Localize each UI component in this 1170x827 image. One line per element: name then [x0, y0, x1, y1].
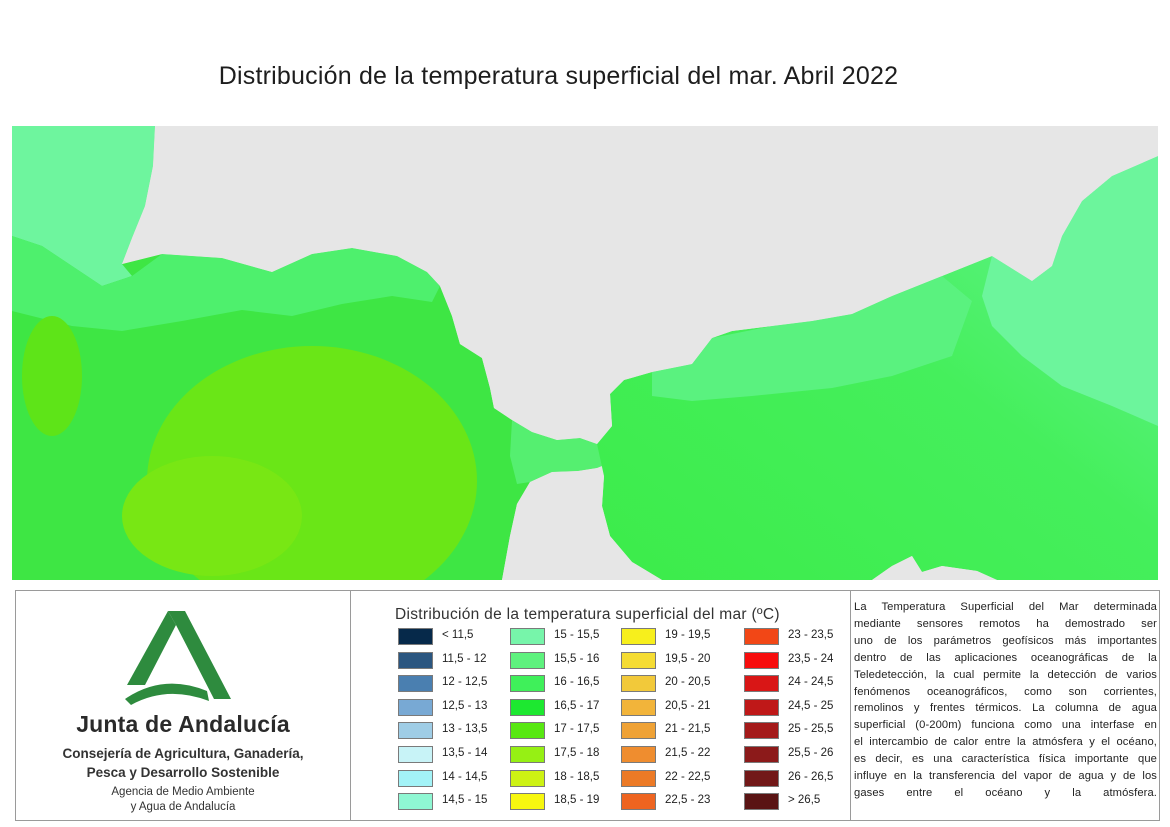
legend-label: 16 - 16,5	[554, 676, 600, 689]
legend-label: 15 - 15,5	[554, 629, 600, 641]
department-line-2: Pesca y Desarrollo Sostenible	[86, 765, 280, 780]
legend-swatch	[621, 793, 656, 811]
legend-swatch	[510, 793, 545, 811]
legend-swatch	[510, 746, 545, 763]
atlantic-cool-band	[12, 236, 440, 331]
description-line: gases entre el océano y la atmósfera.	[854, 786, 1157, 799]
legend-label: 16,5 - 17	[554, 699, 600, 712]
legend-swatch	[621, 698, 656, 716]
legend-swatch	[398, 698, 433, 716]
legend-label: 20,5 - 21	[665, 699, 711, 712]
atlantic-warm-patch	[122, 456, 302, 576]
alboran-cool-patch	[652, 276, 972, 401]
legend-swatch	[621, 628, 656, 645]
legend-swatch	[398, 769, 433, 787]
description-line: mediante sensores remotos ha demostrado …	[854, 617, 1157, 630]
description-line: uno de los parámetros geofísicos más imp…	[854, 634, 1157, 647]
description-line: Teledetección, la cual permite la detecc…	[854, 668, 1157, 681]
legend-swatch	[398, 746, 433, 763]
description-line: superficial (0-200m) funciona como una i…	[854, 719, 1157, 732]
legend-label: 17 - 17,5	[554, 723, 600, 736]
description-line: es decir, es una característica física i…	[854, 753, 1157, 766]
legend-swatch	[744, 675, 779, 693]
mediterranean-cool-east	[982, 156, 1158, 426]
legend-swatch	[621, 651, 656, 669]
legend-panel: Distribución de la temperatura superfici…	[350, 591, 851, 820]
legend-label: 14 - 14,5	[442, 770, 488, 783]
legend-swatch	[510, 651, 545, 669]
legend-label: 14,5 - 15	[442, 794, 488, 807]
iberian-land	[122, 126, 1158, 444]
legend-swatch	[744, 793, 779, 811]
legend-label: 15,5 - 16	[554, 652, 600, 665]
legend-swatch	[744, 722, 779, 740]
legend-label: 19 - 19,5	[665, 629, 711, 641]
agency-line-1: Agencia de Medio Ambiente	[111, 786, 255, 798]
description-text: La Temperatura Superficial del Mar deter…	[854, 599, 1157, 802]
legend-label: 12 - 12,5	[442, 676, 488, 689]
junta-de-andalucia-logo-icon	[125, 611, 231, 705]
legend-swatch	[398, 628, 433, 645]
legend-label: 13,5 - 14	[442, 747, 488, 759]
logo-panel: Junta de Andalucía Consejería de Agricul…	[16, 591, 351, 820]
legend-label: < 11,5	[442, 629, 474, 641]
african-land	[502, 468, 662, 580]
description-line: el intercambio de calor entre la atmósfe…	[854, 736, 1157, 749]
legend-title: Distribución de la temperatura superfici…	[395, 606, 780, 623]
legend-swatch	[744, 769, 779, 787]
legend-label: 23 - 23,5	[788, 629, 834, 641]
legend-swatch	[510, 628, 545, 645]
legend-label: 25 - 25,5	[788, 723, 834, 736]
legend-label: 24 - 24,5	[788, 676, 834, 689]
legend-label: 12,5 - 13	[442, 699, 488, 712]
footer-panel: Junta de Andalucía Consejería de Agricul…	[15, 590, 1160, 821]
description-line: fenómenos oceanográficos, como son corri…	[854, 685, 1157, 698]
legend-label: 22 - 22,5	[665, 770, 711, 783]
legend-label: 22,5 - 23	[665, 794, 711, 807]
description-line: La Temperatura Superficial del Mar deter…	[854, 601, 1157, 613]
legend-swatch	[621, 722, 656, 740]
legend-swatch	[398, 651, 433, 669]
legend-swatch	[744, 698, 779, 716]
description-line: remolinos y frentes térmicos. La columna…	[854, 702, 1157, 715]
legend-label: 17,5 - 18	[554, 747, 600, 759]
legend-label: 19,5 - 20	[665, 652, 711, 665]
description-line: influye en la transferencia del vapor de…	[854, 770, 1157, 783]
legend-swatch	[621, 769, 656, 787]
legend-label: > 26,5	[788, 794, 821, 807]
legend-swatch	[510, 698, 545, 716]
strait-of-gibraltar	[510, 420, 617, 484]
legend-label: 21 - 21,5	[665, 723, 711, 736]
map-title: Distribución de la temperatura superfici…	[218, 62, 899, 90]
department-line-1: Consejería de Agricultura, Ganadería,	[62, 746, 304, 761]
legend-label: 24,5 - 25	[788, 699, 834, 712]
legend-label: 11,5 - 12	[442, 652, 487, 665]
legend-label: 23,5 - 24	[788, 652, 834, 665]
legend-swatch	[621, 675, 656, 693]
sea-temperature-map	[12, 126, 1158, 580]
legend-label: 18,5 - 19	[554, 794, 600, 807]
legend-label: 25,5 - 26	[788, 747, 834, 759]
legend-swatch	[398, 793, 433, 811]
legend-swatch	[510, 769, 545, 787]
organization-name: Junta de Andalucía	[76, 711, 290, 737]
west-warm-streak	[22, 316, 82, 436]
description-line: dentro de las aplicaciones oceanográfica…	[854, 651, 1157, 664]
legend-swatch	[744, 746, 779, 763]
legend-swatch	[744, 651, 779, 669]
legend-swatch	[621, 746, 656, 763]
legend-swatch	[744, 628, 779, 645]
legend-label: 13 - 13,5	[442, 723, 488, 736]
legend-swatch	[398, 722, 433, 740]
legend-label: 18 - 18,5	[554, 770, 600, 783]
legend-swatch	[510, 675, 545, 693]
legend-label: 26 - 26,5	[788, 770, 834, 783]
legend-label: 20 - 20,5	[665, 676, 711, 689]
african-land-east	[872, 556, 997, 580]
agency-line-2: y Agua de Andalucía	[130, 801, 236, 813]
legend-label: 21,5 - 22	[665, 747, 711, 759]
atlantic-coastal-upwelling	[12, 126, 155, 286]
legend-swatch	[398, 675, 433, 693]
legend-swatch	[510, 722, 545, 740]
